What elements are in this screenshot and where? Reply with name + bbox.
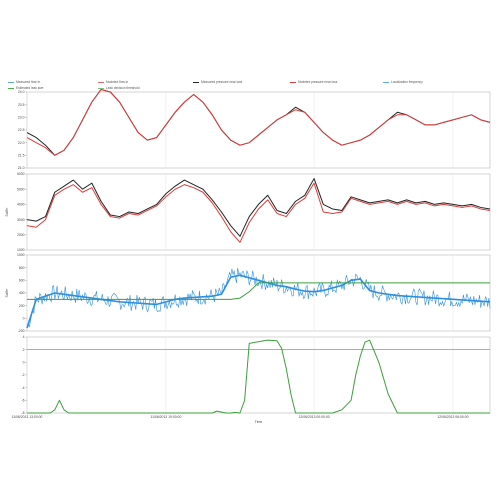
y-tick-label: 600	[19, 279, 25, 283]
y-tick-label: 800	[19, 266, 25, 270]
y-tick-label: 22.5	[18, 128, 25, 132]
y-tick-label: 3000	[17, 218, 25, 222]
y-tick-label: 4	[23, 335, 25, 339]
legend-swatch	[193, 81, 199, 83]
legend-label: Localization frequency	[391, 80, 423, 84]
series-line	[27, 282, 490, 300]
x-tick-label: 11/06/2013 19:00:00	[150, 415, 181, 419]
legend-item-estimated-leak-size: Estimated leak size	[8, 86, 43, 90]
y-tick-label: 21.5	[18, 154, 25, 158]
plot-frame	[26, 173, 491, 251]
legend-label: Modeled pressure near loss	[298, 80, 338, 84]
y-tick-label: 1000	[17, 253, 25, 257]
legend-swatch	[8, 87, 14, 89]
legend-swatch	[383, 81, 389, 83]
y-tick-label: 23.0	[18, 116, 25, 120]
plot-frame	[26, 91, 491, 169]
legend-item-leak-threshold: Leak decision threshold	[98, 86, 140, 90]
legend-label: Measured pressure near loss	[201, 80, 243, 84]
x-axis-title: Time	[255, 420, 263, 424]
legend-item-measured-pressure: Measured pressure near loss	[193, 80, 242, 84]
x-tick-label: 12/06/2013 00:00:00	[298, 415, 329, 419]
y-tick-label: 21.0	[18, 166, 25, 170]
legend-item-modeled-pressure: Modeled pressure near loss	[290, 80, 337, 84]
y-tick-label: 4000	[17, 203, 25, 207]
legend-item-localization: Localization frequency	[383, 80, 423, 84]
x-tick-label: 11/06/2013 13:00:00	[12, 415, 43, 419]
y-tick-label: 5000	[17, 187, 25, 191]
y-tick-label: 23.5	[18, 103, 25, 107]
y-tick-label: 400	[19, 291, 25, 295]
legend-label: Modeled flow in	[106, 80, 129, 84]
y-tick-label: 6000	[17, 172, 25, 176]
y-axis-title: Scf/hr	[5, 288, 9, 298]
series-line	[26, 88, 491, 156]
series-line	[26, 178, 491, 237]
legend-swatch	[290, 81, 296, 83]
y-tick-label: -2	[21, 373, 24, 377]
legend-label: Estimated leak size	[16, 86, 44, 90]
y-tick-label: 22.0	[18, 141, 25, 145]
legend-swatch	[98, 87, 104, 89]
series-line	[26, 182, 491, 243]
legend-item-measured-flow-in: Measured flow in	[8, 80, 40, 84]
y-tick-label: -4	[21, 386, 24, 390]
legend-swatch	[8, 81, 14, 83]
y-tick-label: 0	[23, 317, 25, 321]
series-noise-line	[26, 267, 491, 329]
series-line	[27, 339, 490, 414]
y-tick-label: 0	[23, 361, 25, 365]
plot-frame	[26, 336, 491, 414]
y-tick-label: 200	[19, 304, 25, 308]
y-tick-label: 2	[23, 348, 25, 352]
y-axis-title: Scf/hr	[5, 207, 9, 217]
y-tick-label: 1000	[17, 248, 25, 252]
x-tick-label: 12/06/2013 06:00:00	[437, 415, 468, 419]
y-tick-label: -200	[18, 329, 25, 333]
y-tick-label: -6	[21, 399, 24, 403]
legend-label: Leak decision threshold	[106, 86, 140, 90]
y-tick-label: 2000	[17, 233, 25, 237]
legend-swatch	[98, 81, 104, 83]
legend-item-modeled-flow-in: Modeled flow in	[98, 80, 128, 84]
y-tick-label: -8	[21, 411, 24, 415]
y-tick-label: 24.0	[18, 90, 25, 94]
legend-label: Measured flow in	[16, 80, 41, 84]
